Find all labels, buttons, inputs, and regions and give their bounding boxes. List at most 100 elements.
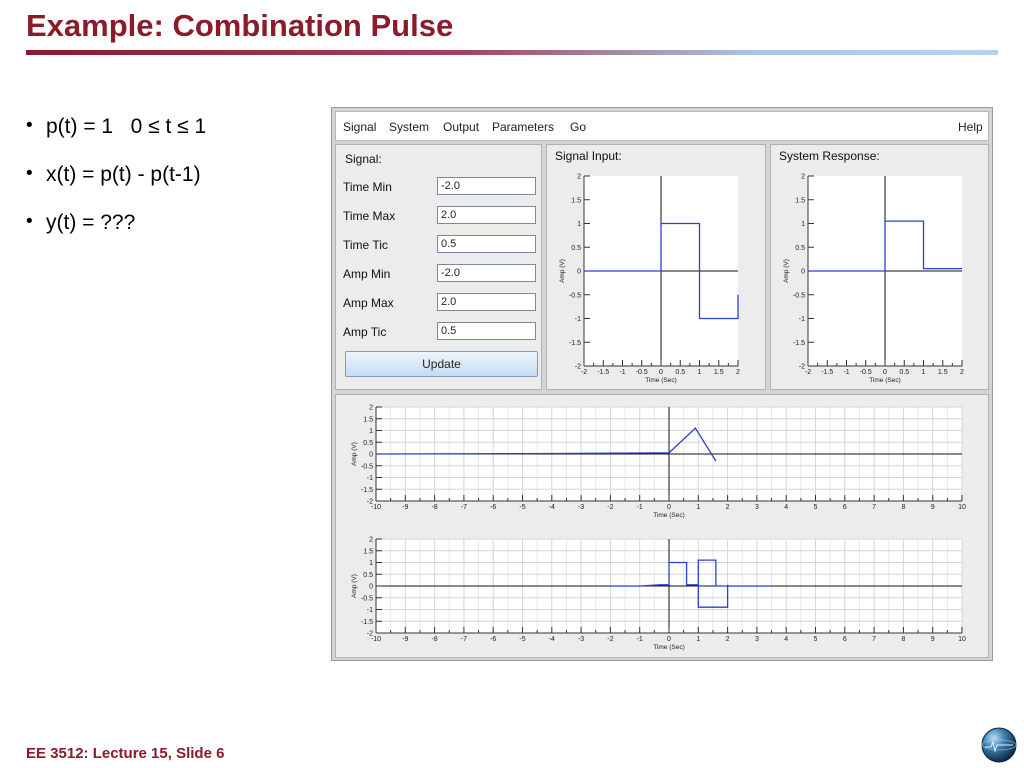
- x-tick-label: -10: [371, 636, 381, 643]
- x-tick-label: 8: [901, 504, 905, 511]
- system-response-title: System Response:: [779, 149, 880, 163]
- x-tick-label: 4: [784, 504, 788, 511]
- series-line: [697, 584, 729, 608]
- x-tick-label: -2: [805, 369, 811, 376]
- x-tick-label: -2: [581, 369, 587, 376]
- signal-input-panel: Signal Input: -2 -1.5 -1 -0.5 0 0.5 1 1.5 2 2 1.5 1…: [546, 144, 766, 390]
- time-tic-label: Time Tic: [343, 238, 388, 252]
- x-tick-label: -9: [402, 636, 408, 643]
- bullet-item: • p(t) = 1 0 ≤ t ≤ 1: [26, 115, 207, 138]
- x-tick-label: -2: [607, 504, 613, 511]
- bullet-item: • y(t) = ???: [26, 211, 136, 234]
- signal-simulator-window: Signal System Output Parameters Go Help …: [331, 107, 993, 661]
- x-tick-label: -1.5: [597, 369, 609, 376]
- menu-bar: Signal System Output Parameters Go Help: [335, 111, 989, 141]
- x-tick-label: 0: [667, 504, 671, 511]
- x-tick-label: 2: [736, 369, 740, 376]
- y-tick-label: 1.5: [363, 548, 373, 555]
- x-tick-label: 3: [755, 504, 759, 511]
- menu-help[interactable]: Help: [958, 120, 983, 134]
- time-max-label: Time Max: [343, 209, 396, 223]
- x-tick-label: -7: [461, 504, 467, 511]
- time-max-field[interactable]: [437, 206, 536, 224]
- amp-max-label: Amp Max: [343, 296, 394, 310]
- x-tick-label: -3: [578, 504, 584, 511]
- x-tick-label: -10: [371, 504, 381, 511]
- y-tick-label: 2: [801, 174, 805, 181]
- x-tick-label: -5: [519, 636, 525, 643]
- x-tick-label: 1.5: [714, 369, 724, 376]
- globe-logo: [981, 727, 1017, 763]
- x-tick-label: 0: [667, 636, 671, 643]
- x-tick-label: 6: [843, 636, 847, 643]
- y-tick-label: 0: [369, 452, 373, 459]
- signal-parameters-panel: Signal: Time Min Time Max Time Tic Amp M…: [335, 144, 542, 390]
- x-tick-label: 4: [784, 636, 788, 643]
- x-tick-label: -1: [843, 369, 849, 376]
- x-tick-label: 5: [814, 636, 818, 643]
- x-tick-label: 0: [883, 369, 887, 376]
- x-tick-label: -5: [519, 504, 525, 511]
- y-tick-label: -2: [799, 364, 805, 371]
- amp-min-field[interactable]: [437, 264, 536, 282]
- x-tick-label: -8: [431, 636, 437, 643]
- menu-parameters[interactable]: Parameters: [492, 120, 555, 134]
- y-tick-label: -1.5: [793, 340, 805, 347]
- time-min-label: Time Min: [343, 180, 392, 194]
- y-tick-label: -1: [575, 316, 581, 323]
- x-tick-label: -4: [549, 636, 555, 643]
- bullet-item: • x(t) = p(t) - p(t-1): [26, 163, 201, 186]
- y-axis-label: Amp (V): [783, 259, 790, 283]
- series-line: [375, 427, 717, 462]
- x-tick-label: 1: [922, 369, 926, 376]
- y-tick-label: 1: [369, 560, 373, 567]
- x-tick-label: -1: [619, 369, 625, 376]
- y-tick-label: 1: [801, 221, 805, 228]
- x-tick-label: 9: [931, 504, 935, 511]
- x-axis-label: Time (Sec): [645, 377, 677, 384]
- amp-min-label: Amp Min: [343, 267, 391, 281]
- y-tick-label: -1: [367, 475, 373, 482]
- time-tic-field[interactable]: [437, 235, 536, 253]
- menu-system[interactable]: System: [389, 120, 430, 134]
- bullet-text: x(t) = p(t) - p(t-1): [46, 163, 201, 186]
- x-tick-label: -9: [402, 504, 408, 511]
- menu-output[interactable]: Output: [443, 120, 480, 134]
- menu-signal[interactable]: Signal: [343, 120, 377, 134]
- x-tick-label: 5: [814, 504, 818, 511]
- y-tick-label: 1.5: [363, 416, 373, 423]
- menu-go[interactable]: Go: [570, 120, 587, 134]
- x-tick-label: -0.5: [860, 369, 872, 376]
- y-tick-label: 1: [577, 221, 581, 228]
- x-tick-label: 1: [698, 369, 702, 376]
- x-tick-label: 10: [958, 504, 966, 511]
- x-tick-label: 2: [726, 636, 730, 643]
- y-tick-label: -2: [367, 499, 373, 506]
- x-axis-label: Time (Sec): [653, 512, 685, 519]
- amp-tic-field[interactable]: [437, 322, 536, 340]
- bullet-text: y(t) = ???: [46, 211, 136, 234]
- y-tick-label: -1.5: [361, 487, 373, 494]
- y-tick-label: 2: [577, 174, 581, 181]
- y-tick-label: 0: [577, 269, 581, 276]
- x-tick-label: 7: [872, 504, 876, 511]
- x-tick-label: -2: [607, 636, 613, 643]
- x-tick-label: 8: [901, 636, 905, 643]
- y-tick-label: -2: [575, 364, 581, 371]
- signal-input-title: Signal Input:: [555, 149, 622, 163]
- signal-panel-title: Signal:: [345, 152, 382, 166]
- bullet-text: p(t) = 1 0 ≤ t ≤ 1: [46, 115, 207, 138]
- y-tick-label: -0.5: [361, 463, 373, 470]
- x-tick-label: -3: [578, 636, 584, 643]
- update-button[interactable]: Update: [345, 351, 538, 377]
- y-tick-label: -0.5: [361, 595, 373, 602]
- x-tick-label: -1: [637, 504, 643, 511]
- y-tick-label: 0.5: [571, 245, 581, 252]
- time-min-field[interactable]: [437, 177, 536, 195]
- y-tick-label: 1.5: [795, 197, 805, 204]
- x-tick-label: -6: [490, 504, 496, 511]
- y-tick-label: 2: [369, 405, 373, 412]
- slide-footer: EE 3512: Lecture 15, Slide 6: [26, 745, 225, 762]
- y-axis-label: Amp (V): [351, 574, 358, 598]
- amp-max-field[interactable]: [437, 293, 536, 311]
